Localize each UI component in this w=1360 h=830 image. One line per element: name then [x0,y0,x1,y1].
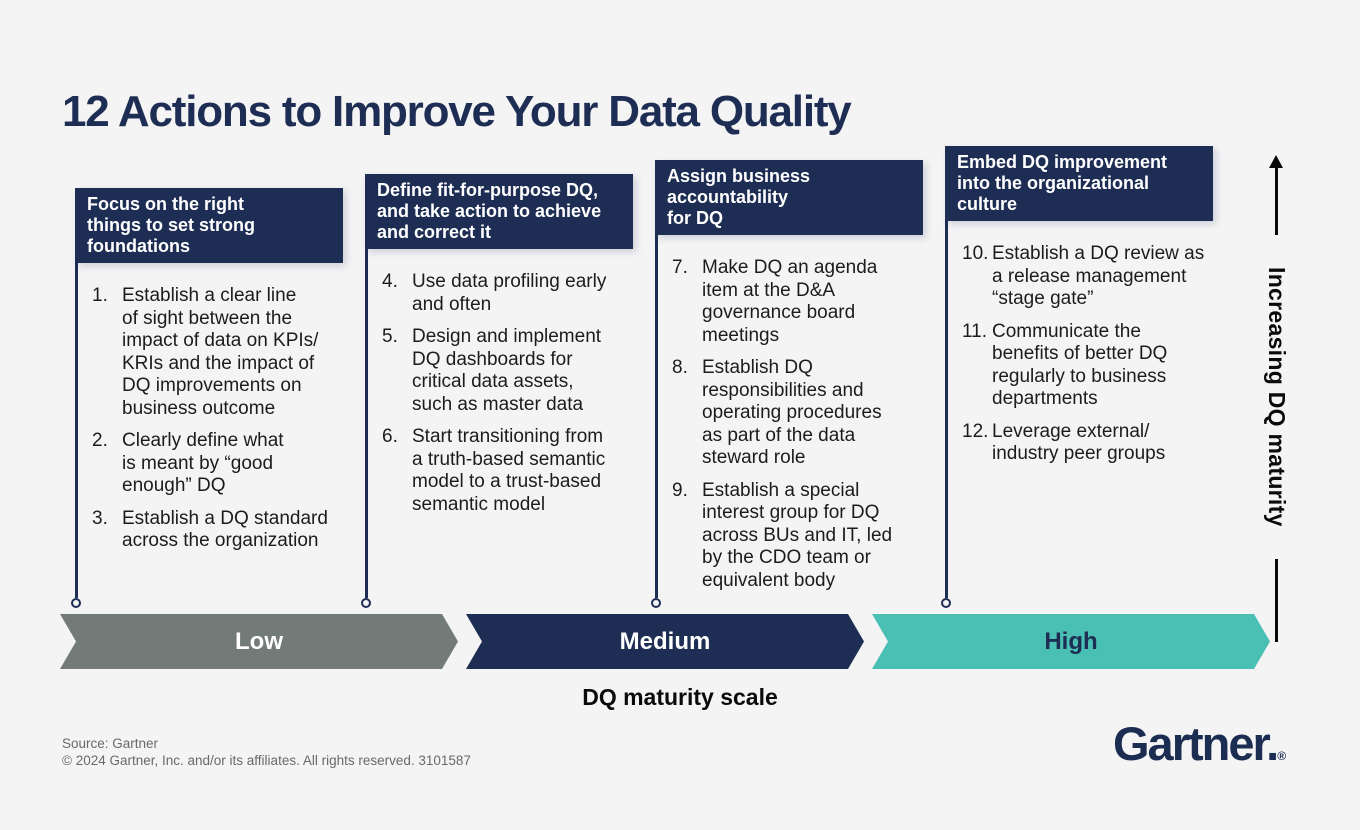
connector-dot [651,598,661,608]
action-column-low-medium: Define fit-for-purpose DQ, and take acti… [361,174,633,608]
item-number: 2. [92,430,108,452]
scale-segment-low: Low [60,614,458,669]
action-item-2: 2. Clearly define what is meant by “good … [92,430,343,498]
scale-segment-high: High [872,614,1270,669]
gartner-logo: Gartner.® [1113,716,1286,771]
action-item-10: 10. Establish a DQ review as a release ma… [962,243,1213,311]
vertical-arrow-line [1275,559,1278,642]
connector-line [655,196,658,598]
item-number: 11. [962,320,988,342]
action-item-1: 1. Establish a clear line of sight betwee… [92,285,343,420]
item-text: Establish a clear line of sight between … [122,285,319,419]
item-number: 7. [672,257,688,279]
item-number: 12. [962,420,989,442]
column-header: Assign business accountability for DQ [655,160,923,236]
action-list: 7. Make DQ an agenda item at the D&A gove… [655,257,923,592]
action-column-medium: Assign business accountability for DQ 7.… [651,160,923,608]
item-text: Establish a DQ review as a release manag… [992,243,1205,310]
column-header: Embed DQ improvement into the organizati… [945,146,1213,222]
connector-line [365,210,368,598]
item-number: 10. [962,243,989,265]
dq-maturity-scale-bar: Low Medium High [60,614,1270,669]
source-note: Source: Gartner [62,736,159,751]
action-item-4: 4. Use data profiling early and often [382,271,633,316]
copyright-note: © 2024 Gartner, Inc. and/or its affiliat… [62,753,471,768]
vertical-axis-label: Increasing DQ maturity [1264,267,1290,527]
item-text: Start transitioning from a truth-based s… [412,426,606,515]
action-item-8: 8. Establish DQ responsibilities and oper… [672,357,923,470]
item-number: 8. [672,357,688,379]
item-number: 3. [92,507,108,529]
scale-segment-medium: Medium [466,614,864,669]
action-item-11: 11. Communicate the benefits of better DQ… [962,321,1213,411]
item-text: Establish a DQ standard across the organ… [122,507,328,552]
vertical-arrow-line [1275,167,1278,235]
action-item-7: 7. Make DQ an agenda item at the D&A gove… [672,257,923,347]
action-item-3: 3. Establish a DQ standard across the org… [92,508,343,553]
scale-axis-label: DQ maturity scale [582,684,778,710]
item-text: Use data profiling early and often [412,271,607,315]
scale-segment-label: Low [235,627,283,655]
item-number: 9. [672,479,688,501]
column-header: Focus on the right things to set strong … [75,188,343,264]
item-text: Communicate the benefits of better DQ re… [992,320,1168,410]
connector-line [945,182,948,598]
action-item-5: 5. Design and implement DQ dashboards for… [382,326,633,416]
arrow-up-icon [1269,155,1283,168]
action-item-6: 6. Start transitioning from a truth-based… [382,426,633,516]
item-text: Establish a special interest group for D… [702,479,893,591]
connector-dot [361,598,371,608]
action-list: 4. Use data profiling early and often 5. D… [365,271,633,516]
item-text: Design and implement DQ dashboards for c… [412,326,602,415]
scale-segment-label: High [1044,627,1098,655]
item-number: 5. [382,326,398,348]
column-header: Define fit-for-purpose DQ, and take acti… [365,174,633,250]
registered-mark: ® [1277,749,1287,763]
action-item-12: 12. Leverage external/ industry peer grou… [962,421,1213,466]
action-column-high: Embed DQ improvement into the organizati… [941,146,1213,608]
connector-line [75,224,78,598]
item-number: 4. [382,271,398,293]
gartner-logo-text: Gartner. [1113,717,1279,770]
item-text: Establish DQ responsibilities and operat… [702,357,882,469]
action-list: 10. Establish a DQ review as a release ma… [945,243,1213,466]
item-text: Leverage external/ industry peer groups [992,420,1166,465]
action-column-low-1: Focus on the right things to set strong … [71,188,343,608]
scale-segment-label: Medium [619,627,711,655]
page-title: 12 Actions to Improve Your Data Quality [62,87,852,137]
connector-dot [941,598,951,608]
action-item-9: 9. Establish a special interest group for… [672,480,923,593]
connector-dot [71,598,81,608]
item-text: Clearly define what is meant by “good en… [122,430,284,497]
action-list: 1. Establish a clear line of sight betwee… [75,285,343,553]
item-text: Make DQ an agenda item at the D&A govern… [702,257,878,346]
item-number: 1. [92,285,108,307]
item-number: 6. [382,426,398,448]
